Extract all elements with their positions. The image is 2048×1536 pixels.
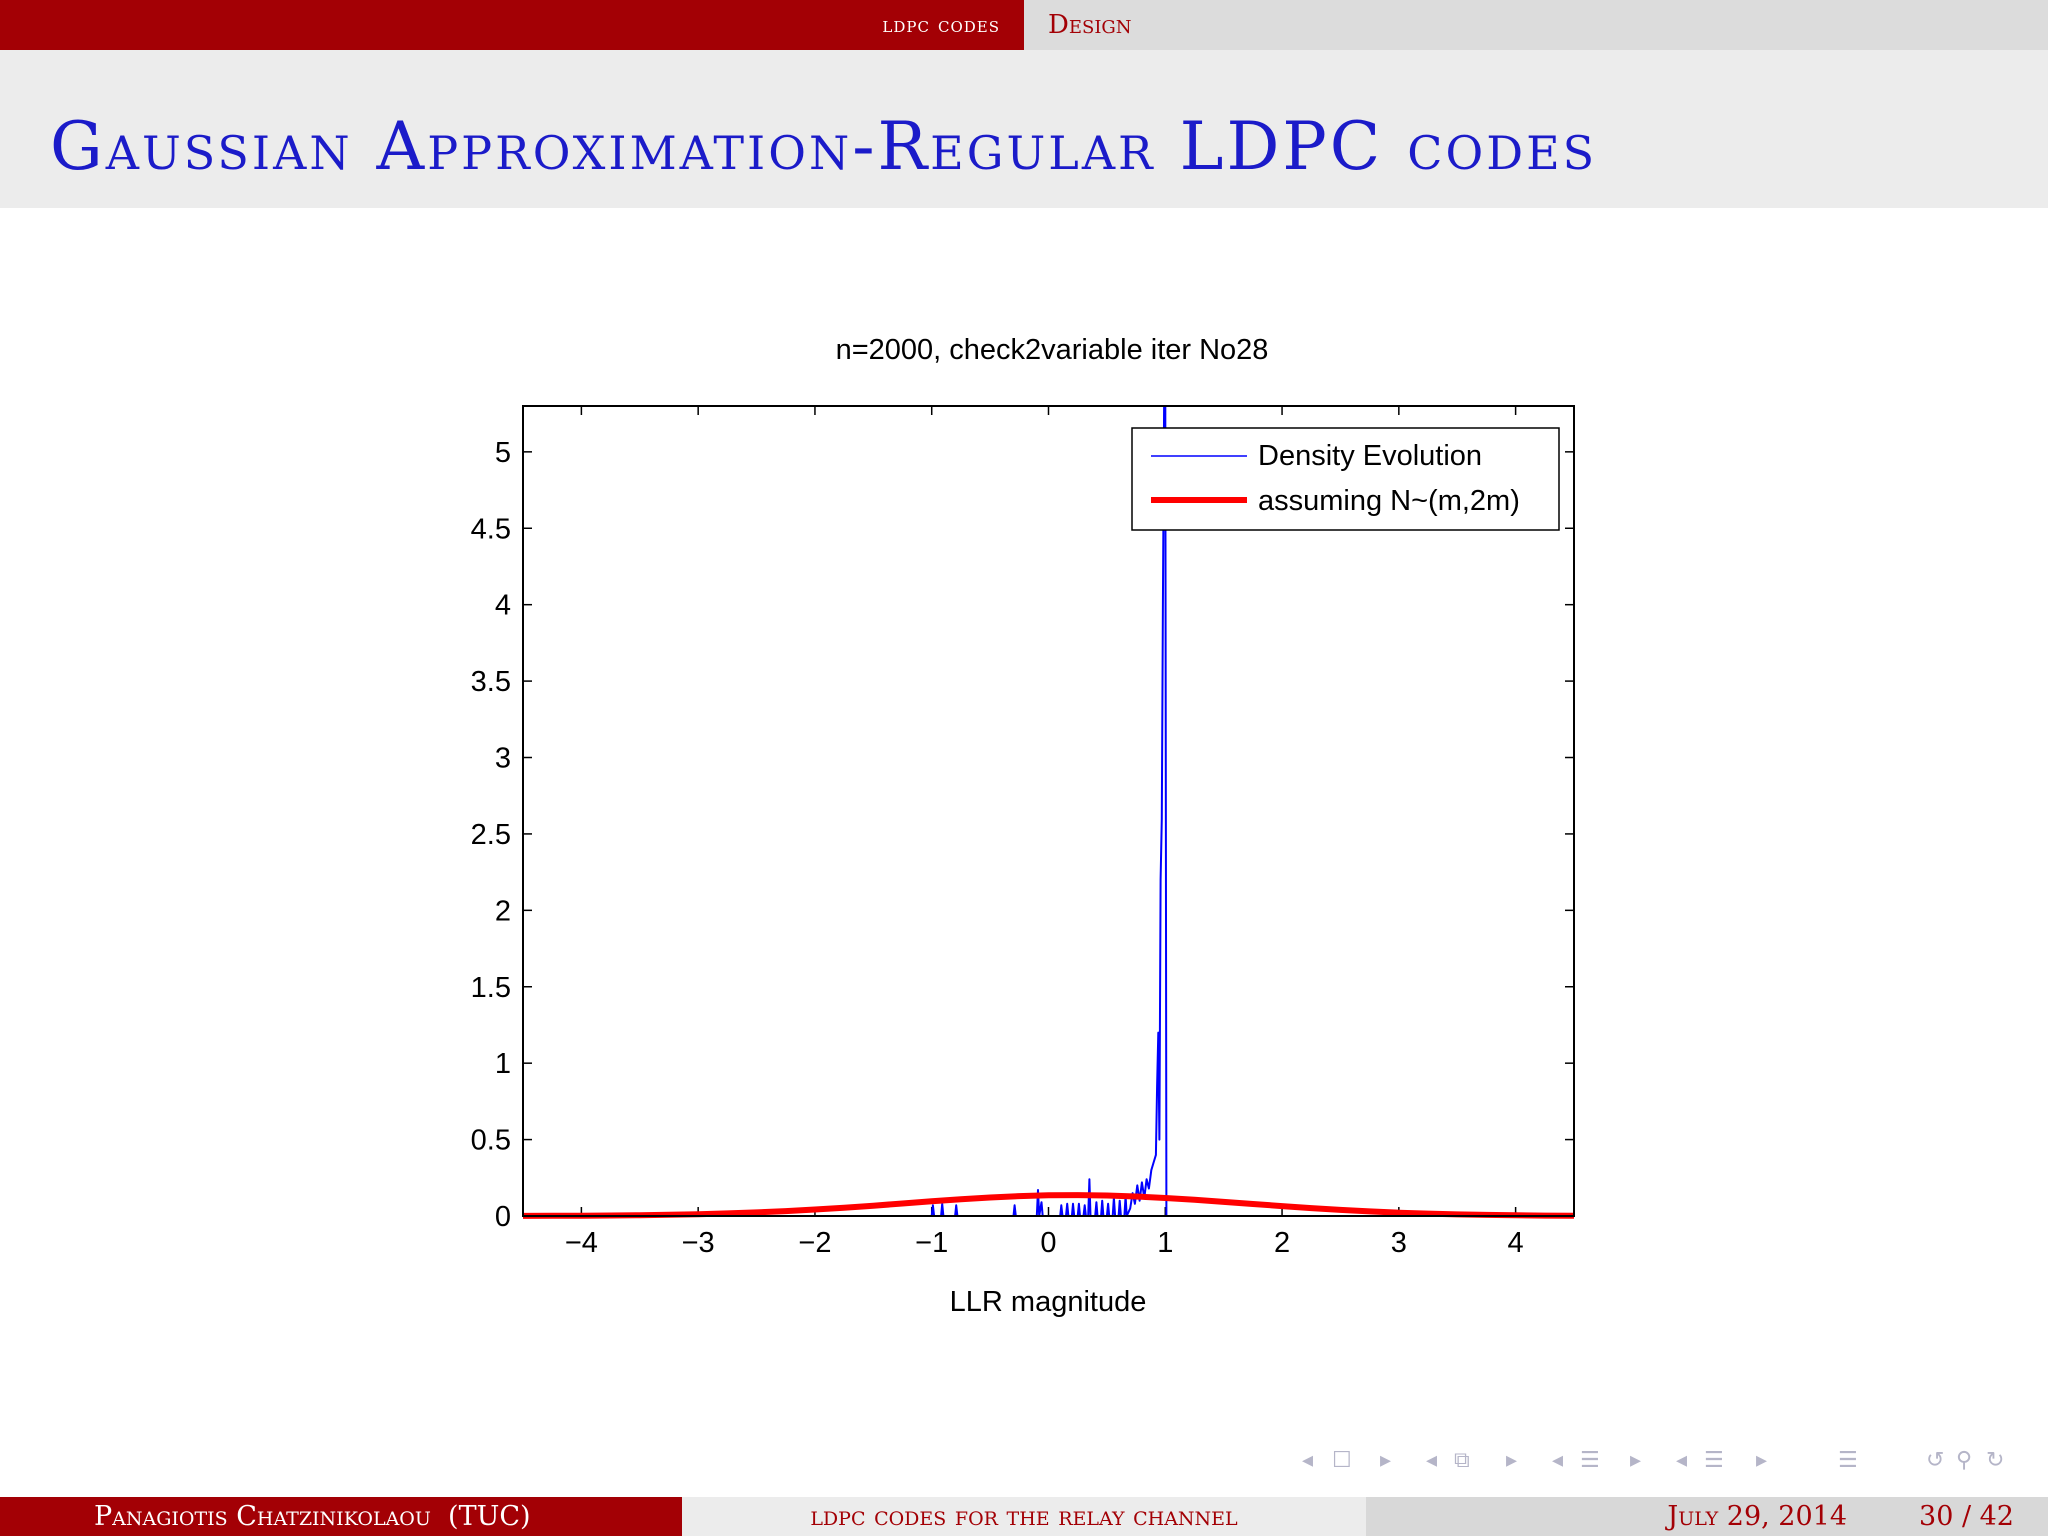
x-tick-label: 4: [1508, 1227, 1524, 1259]
x-axis-label: LLR magnitude: [950, 1286, 1147, 1318]
next-section-arrow-icon[interactable]: ▸: [1630, 1448, 1642, 1473]
x-tick-label: −3: [682, 1227, 715, 1259]
footer-bar: Panagiotis Chatzinikolaou (TUC) ldpc cod…: [0, 1497, 2048, 1536]
axis-ticks: −4 −3 −2 −1 0 1 2 3 4 0 0.5 1 1.5 2 2.5 3 3.5 4 4.5 5: [471, 406, 1574, 1259]
plot-frame: [522, 405, 1575, 1217]
llr-density-chart: n=2000, check2variable iter No28 −4 −3 −2−…: [471, 334, 1575, 1318]
nav-section-area: ldpc codes: [0, 0, 1024, 50]
search-icon[interactable]: ⚲: [1956, 1448, 1973, 1473]
footer-title-area: ldpc codes for the relay channel: [682, 1497, 1366, 1536]
x-tick-label: −2: [798, 1227, 831, 1259]
forward-icon[interactable]: ↻: [1986, 1448, 2005, 1473]
subsection-icon[interactable]: ⧉: [1454, 1448, 1470, 1473]
y-tick-label: 4.5: [471, 513, 511, 545]
next-document-arrow-icon[interactable]: ▸: [1756, 1448, 1768, 1473]
y-tick-label: 3: [495, 743, 511, 775]
y-tick-label: 2: [495, 895, 511, 927]
y-tick-label: 2.5: [471, 819, 511, 851]
x-tick-label: −4: [565, 1227, 598, 1259]
legend-box: [1131, 427, 1560, 531]
series-line-gaussian: [522, 1192, 1575, 1219]
appendix-icon[interactable]: ☰: [1838, 1448, 1858, 1473]
x-tick-label: −1: [915, 1227, 948, 1259]
footer-author-area: Panagiotis Chatzinikolaou (TUC): [0, 1497, 682, 1536]
y-tick-label: 3.5: [471, 666, 511, 698]
nav-section-link[interactable]: ldpc codes: [882, 12, 1000, 38]
prev-subsection-arrow-icon[interactable]: ◂: [1426, 1448, 1438, 1473]
y-tick-label: 0.5: [471, 1125, 511, 1157]
frame-title: Gaussian Approximation-Regular LDPC code…: [50, 108, 1598, 185]
section-icon[interactable]: ☰: [1580, 1448, 1600, 1473]
footer-page-number: 30 / 42: [1919, 1501, 2014, 1532]
nav-subsection-area: Design: [1024, 0, 2048, 50]
document-icon[interactable]: ☰: [1704, 1448, 1724, 1473]
next-subsection-arrow-icon[interactable]: ▸: [1506, 1448, 1518, 1473]
top-navigation-bar: ldpc codes Design: [0, 0, 2048, 50]
legend-label-density-evolution: Density Evolution: [1258, 440, 1482, 472]
y-tick-label: 1.5: [471, 972, 511, 1004]
y-tick-label: 4: [495, 590, 511, 622]
prev-section-arrow-icon[interactable]: ◂: [1552, 1448, 1564, 1473]
footer-short-title: ldpc codes for the relay channel: [810, 1501, 1238, 1532]
footer-date: July 29, 2014: [1667, 1501, 1848, 1532]
chart-title: n=2000, check2variable iter No28: [836, 334, 1269, 366]
x-tick-label: 1: [1157, 1227, 1173, 1259]
y-tick-label: 5: [495, 437, 511, 469]
y-tick-label: 0: [495, 1201, 511, 1233]
frame-icon[interactable]: ☐: [1332, 1448, 1352, 1473]
footer-date-area: July 29, 2014 30 / 42: [1366, 1497, 2048, 1536]
navigation-symbols: ◂ ☐ ▸ ◂ ⧉ ▸ ◂ ☰ ▸ ◂ ☰ ▸ ☰ ↺ ⚲ ↻: [1290, 1448, 2030, 1484]
x-tick-label: 2: [1274, 1227, 1290, 1259]
nav-subsection-link[interactable]: Design: [1048, 10, 1132, 40]
next-frame-arrow-icon[interactable]: ▸: [1380, 1448, 1392, 1473]
frame-title-band: Gaussian Approximation-Regular LDPC code…: [0, 50, 2048, 208]
x-tick-label: 0: [1040, 1227, 1056, 1259]
prev-frame-arrow-icon[interactable]: ◂: [1302, 1448, 1314, 1473]
prev-document-arrow-icon[interactable]: ◂: [1676, 1448, 1688, 1473]
legend-label-gaussian: assuming N~(m,2m): [1258, 485, 1520, 517]
back-icon[interactable]: ↺: [1926, 1448, 1945, 1473]
chart-legend: Density Evolution assuming N~(m,2m): [1131, 427, 1560, 531]
y-tick-label: 1: [495, 1048, 511, 1080]
footer-author: Panagiotis Chatzinikolaou (TUC): [94, 1501, 531, 1532]
x-tick-label: 3: [1391, 1227, 1407, 1259]
